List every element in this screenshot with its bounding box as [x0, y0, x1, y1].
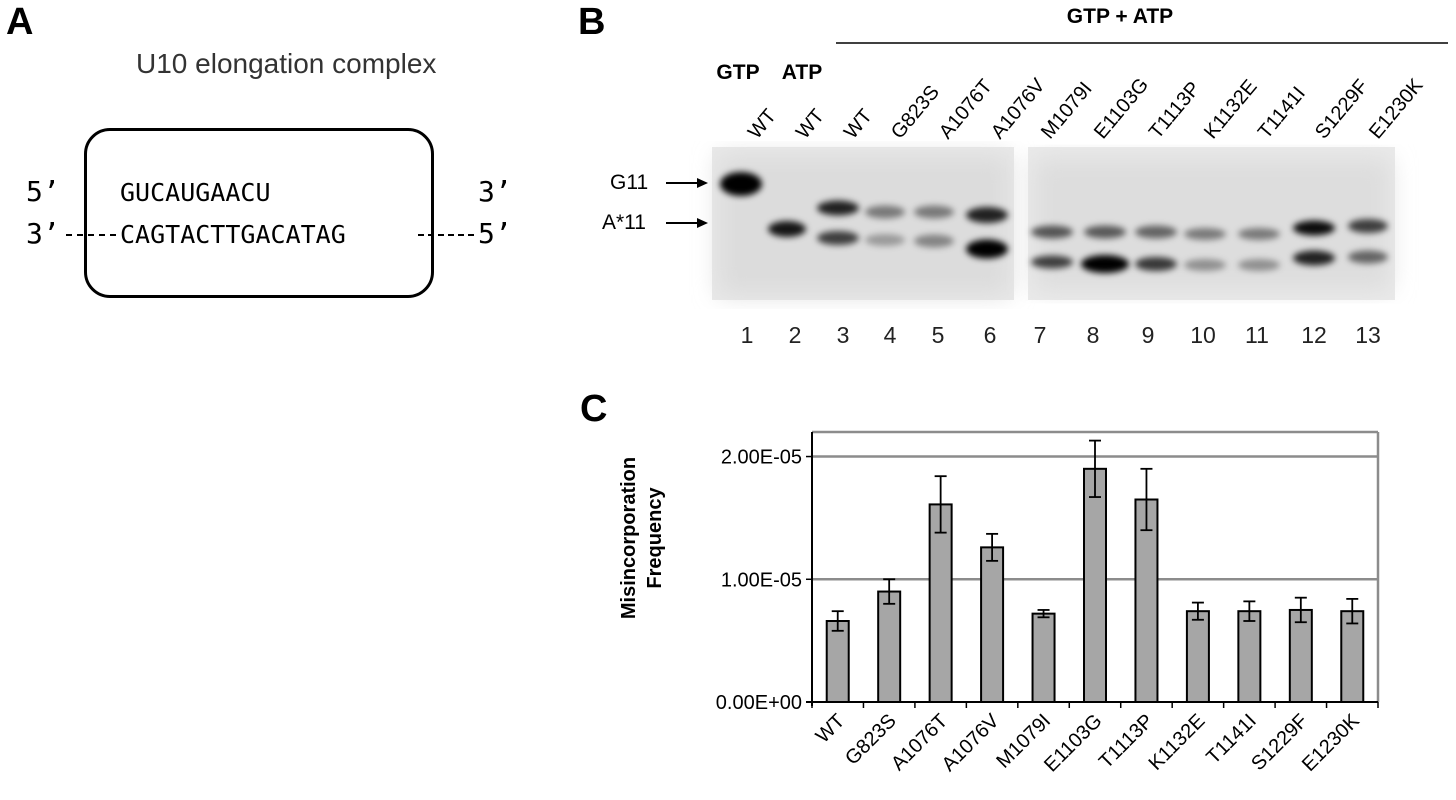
gel-band	[865, 205, 905, 219]
lane-number: 7	[1034, 322, 1047, 348]
elongation-complex-box	[84, 128, 434, 298]
gel-band	[1184, 228, 1226, 240]
dna-right-dashes	[418, 234, 474, 236]
gel-band	[1081, 255, 1129, 273]
lane-label: WT	[792, 105, 829, 143]
lane-label: K1132E	[1200, 76, 1262, 144]
lane-number: 4	[884, 322, 897, 348]
lane-label: S1229F	[1311, 75, 1373, 143]
panel-a-title: U10 elongation complex	[136, 48, 437, 79]
lane-number: 13	[1355, 322, 1381, 348]
gel-band	[817, 231, 859, 245]
a11-band-label: A*11	[602, 211, 646, 234]
gel-band	[966, 207, 1008, 223]
lane-label: E1230K	[1365, 74, 1428, 143]
gel-band	[1135, 225, 1177, 239]
gtp-condition-label: GTP	[716, 61, 759, 84]
rna-sequence: GUCAUGAACU	[120, 178, 271, 207]
gel-band	[1348, 219, 1388, 233]
lane-label: T1141I	[1254, 83, 1310, 144]
gel-band	[1184, 259, 1226, 271]
gel-band	[817, 200, 859, 216]
gtp-atp-group-label: GTP + ATP	[1067, 5, 1173, 28]
lane-number: 3	[837, 322, 850, 348]
gel-band	[1293, 250, 1335, 266]
g11-band-label: G11	[610, 171, 648, 194]
dna-5prime-label: 5’	[478, 217, 512, 250]
lane-number: 5	[932, 322, 945, 348]
lane-label: T1113P	[1145, 78, 1205, 144]
dna-sequence: CAGTACTTGACATAG	[120, 220, 346, 249]
panel-c-letter: C	[580, 388, 608, 430]
lane-label: WT	[744, 105, 781, 143]
g11-arrowhead	[697, 178, 708, 188]
lane-number: 9	[1142, 322, 1155, 348]
rna-5prime-label: 5’	[26, 175, 60, 208]
lane-labels: WT WT WT G823SA1076TA1076VM1079IE1103GT1113…	[744, 74, 1428, 143]
gel-left-image	[712, 147, 1014, 300]
lane-number: 8	[1087, 322, 1100, 348]
gel-band	[966, 239, 1008, 259]
gel-band	[1238, 259, 1280, 271]
lane-number: 10	[1190, 322, 1216, 348]
lane-label: E1103G	[1090, 74, 1153, 143]
atp-condition-label: ATP	[782, 61, 822, 84]
rna-3prime-label: 3’	[478, 175, 512, 208]
lane-number: 11	[1245, 322, 1269, 348]
panel-a-letter: A	[6, 1, 34, 43]
lane-number: 6	[984, 322, 997, 348]
gel-bands	[720, 172, 1388, 273]
gel-right-image	[1028, 147, 1395, 300]
gel-band	[865, 234, 905, 246]
gel-band	[768, 221, 806, 237]
gel-band	[1348, 250, 1388, 264]
dna-left-dashes	[66, 234, 116, 236]
gel-band	[1031, 225, 1073, 239]
lane-numbers: 1 2 3 4 5 6 7 8 9 10 11 12 13	[741, 322, 1381, 348]
a11-arrowhead	[697, 218, 708, 228]
gel-band	[914, 205, 954, 219]
gel-band	[1084, 225, 1126, 239]
lane-label: G823S	[887, 81, 944, 143]
lane-label: WT	[840, 105, 877, 143]
gel-band	[1135, 257, 1177, 271]
lane-number: 2	[789, 322, 802, 348]
gel-band	[1293, 220, 1335, 236]
gel-band	[720, 172, 762, 196]
gel-band	[914, 234, 954, 248]
panel-b-letter: B	[578, 1, 606, 43]
lane-number: 1	[741, 322, 754, 348]
lane-number: 12	[1301, 322, 1327, 348]
lane-label: A1076T	[935, 75, 997, 143]
gel-band	[1031, 255, 1073, 269]
gel-band	[1238, 228, 1280, 240]
dna-3prime-label: 3’	[26, 217, 60, 250]
